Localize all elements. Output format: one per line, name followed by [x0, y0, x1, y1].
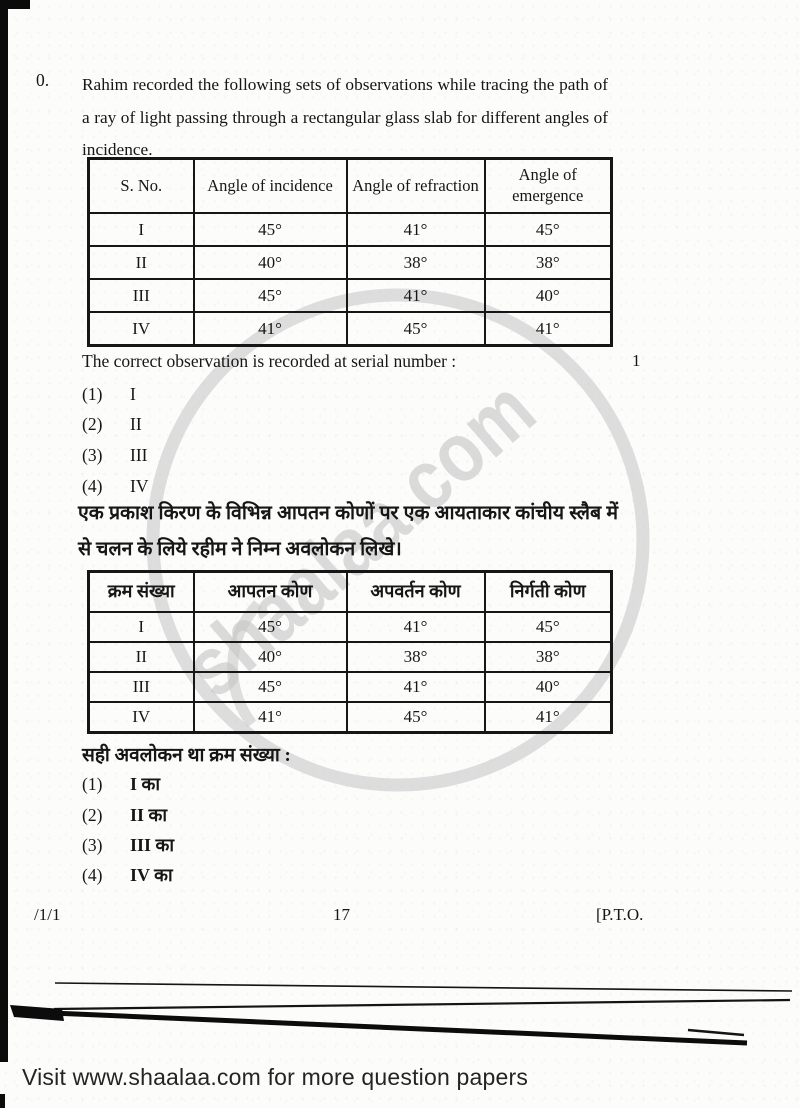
option-number: (2) [82, 414, 103, 434]
column-header-emergence: निर्गती कोण [483, 570, 613, 613]
table-row: III 45° 41° 40° [87, 671, 613, 703]
table-cell: I [87, 611, 195, 643]
column-header-incidence: आपतन कोण [192, 570, 348, 613]
table-cell: 40° [483, 671, 613, 703]
option-row: (4) IV का [82, 863, 173, 887]
question-text-hindi: एक प्रकाश किरण के विभिन्न आपतन कोणों पर … [78, 503, 618, 560]
option-number: (1) [82, 384, 103, 404]
option-number: (3) [82, 835, 103, 855]
table-cell: 38° [483, 245, 613, 280]
table-row: IV 41° 45° 41° [87, 701, 613, 734]
table-cell: 45° [192, 212, 348, 247]
observations-table-hindi: क्रम संख्या आपतन कोण अपवर्तन कोण निर्गती… [87, 570, 613, 734]
table-row: I 45° 41° 45° [87, 611, 613, 643]
table-cell: 38° [345, 641, 486, 673]
table-cell: 45° [192, 278, 348, 313]
scan-streak-line [51, 1010, 748, 1046]
option-row: (2) II का [82, 803, 167, 827]
table-cell: 40° [192, 245, 348, 280]
site-footer-text: Visit www.shaalaa.com for more question … [22, 1064, 529, 1090]
column-header-refraction: Angle of refraction [345, 157, 486, 214]
table-cell: 45° [192, 611, 348, 643]
option-number: (3) [82, 445, 103, 465]
table-cell: IV [87, 311, 195, 347]
option-label: IV [130, 476, 149, 496]
page-number: 17 [333, 905, 350, 924]
table-cell: 38° [345, 245, 486, 280]
option-label: II [130, 414, 142, 434]
table-cell: II [87, 245, 195, 280]
table-cell: 45° [345, 701, 486, 734]
option-number: (4) [82, 476, 103, 496]
table-cell: 45° [483, 212, 613, 247]
table-cell: I [87, 212, 195, 247]
table-header-row: S. No. Angle of incidence Angle of refra… [87, 157, 613, 214]
table-row: II 40° 38° 38° [87, 641, 613, 673]
table-cell: II [87, 641, 195, 673]
question-prompt-english: The correct observation is recorded at s… [82, 351, 457, 371]
option-number: (4) [82, 865, 103, 885]
observations-table-english: S. No. Angle of incidence Angle of refra… [87, 157, 613, 347]
scan-streak-blob [10, 1005, 64, 1021]
table-row: IV 41° 45° 41° [87, 311, 613, 347]
question-number: 0. [36, 70, 50, 90]
pto-label: [P.T.O. [596, 905, 644, 924]
table-header-row: क्रम संख्या आपतन कोण अपवर्तन कोण निर्गती… [87, 570, 613, 613]
table-cell: 41° [192, 701, 348, 734]
table-row: II 40° 38° 38° [87, 245, 613, 280]
table-cell: 40° [483, 278, 613, 313]
scan-streak-line [53, 998, 791, 1011]
question-text-english: Rahim recorded the following sets of obs… [82, 75, 608, 159]
table-cell: 41° [345, 278, 486, 313]
table-row: III 45° 41° 40° [87, 278, 613, 313]
option-number: (2) [82, 805, 103, 825]
option-label: II का [130, 805, 167, 825]
option-row: (1) I [82, 384, 136, 405]
table-cell: III [87, 671, 195, 703]
question-prompt-hindi: सही अवलोकन था क्रम संख्या : [82, 745, 291, 766]
table-cell: 45° [345, 311, 486, 347]
column-header-serial: क्रम संख्या [87, 570, 195, 613]
table-cell: 41° [483, 311, 613, 347]
option-label: IV का [130, 865, 173, 885]
table-cell: 45° [192, 671, 348, 703]
option-label: I [130, 384, 136, 404]
scan-streak-line [54, 982, 793, 992]
paper-code: /1/1 [34, 905, 61, 924]
column-header-serial: S. No. [87, 157, 195, 214]
table-cell: 41° [345, 671, 486, 703]
option-row: (1) I का [82, 772, 160, 796]
table-cell: 41° [483, 701, 613, 734]
scan-artifact-bottom-left-mark [0, 1094, 5, 1108]
column-header-refraction: अपवर्तन कोण [345, 570, 486, 613]
table-cell: 40° [192, 641, 348, 673]
table-cell: III [87, 278, 195, 313]
table-cell: 41° [192, 311, 348, 347]
column-header-incidence: Angle of incidence [192, 157, 348, 214]
column-header-emergence: Angle of emergence [483, 157, 613, 214]
table-row: I 45° 41° 45° [87, 212, 613, 247]
marks-value: 1 [632, 351, 641, 370]
option-row: (3) III [82, 445, 147, 466]
option-row: (2) II [82, 414, 142, 435]
option-number: (1) [82, 774, 103, 794]
option-row: (4) IV [82, 476, 148, 497]
option-label: III का [130, 835, 175, 855]
table-cell: 41° [345, 611, 486, 643]
table-cell: 45° [483, 611, 613, 643]
option-label: I का [130, 774, 160, 794]
scan-streak-dash [687, 1028, 745, 1037]
table-cell: 38° [483, 641, 613, 673]
option-label: III [130, 445, 148, 465]
option-row: (3) III का [82, 833, 174, 857]
table-cell: IV [87, 701, 195, 734]
scan-artifact-left-bar [0, 0, 8, 1062]
table-cell: 41° [345, 212, 486, 247]
scan-artifact-top-left-mark [0, 0, 30, 9]
